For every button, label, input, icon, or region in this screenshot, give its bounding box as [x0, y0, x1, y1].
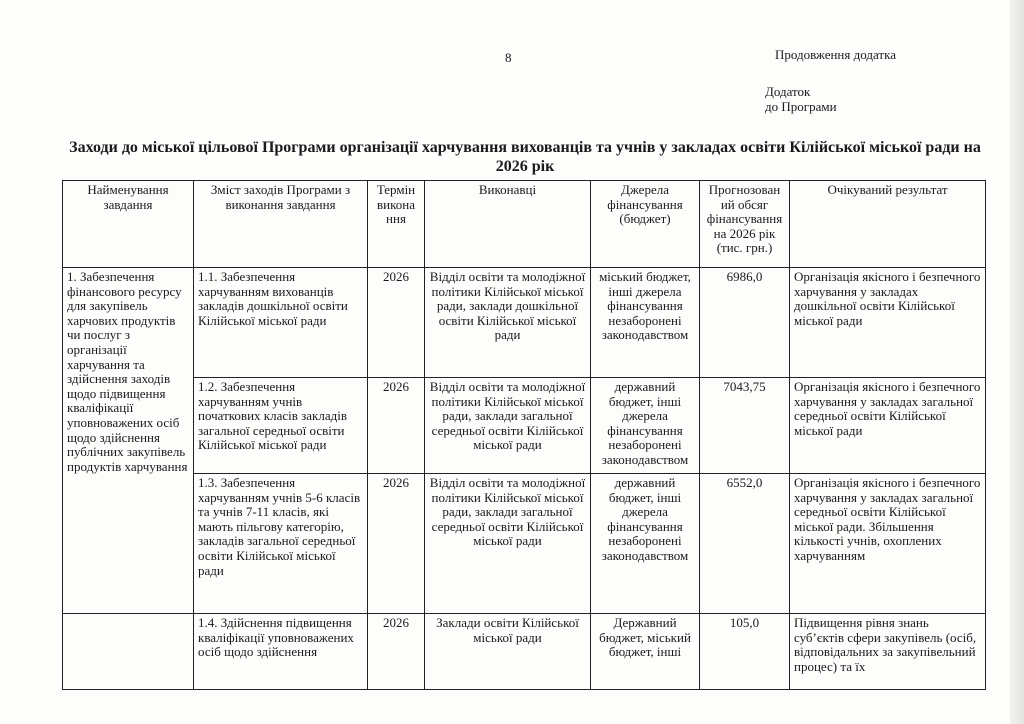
executors-cell: Відділ освіти та молодіжної політики Кіл…: [424, 473, 591, 614]
executors-cell: Заклади освіти Кілійської міської ради: [424, 613, 591, 690]
result-cell: Організація якісного і безпечного харчув…: [789, 377, 986, 474]
executors-cell: Відділ освіти та молодіжної політики Кіл…: [424, 377, 591, 474]
document-title: Заходи до міської цільової Програми орга…: [69, 139, 981, 175]
measure-cell: 1.1. Забезпечення харчуванням вихованців…: [193, 267, 368, 378]
amount-cell: 6986,0: [699, 267, 790, 378]
result-cell: Підвищення рівня знань суб’єктів сфери з…: [789, 613, 986, 690]
annex-line: до Програми: [765, 99, 837, 114]
measure-cell: 1.2. Забезпечення харчуванням учнів поча…: [193, 377, 368, 474]
amount-cell: 6552,0: [699, 473, 790, 614]
task-cell: 1. Забезпечення фінансового ресурсу для …: [62, 267, 194, 614]
header-cell: Джерела фінансування (бюджет): [590, 180, 700, 268]
annex-label: Додаток до Програми: [765, 84, 837, 114]
amount-cell: 105,0: [699, 613, 790, 690]
amount-cell: 7043,75: [699, 377, 790, 474]
table-row: 1. Забезпечення фінансового ресурсу для …: [62, 267, 986, 614]
task-cell-empty: [62, 613, 194, 690]
result-cell: Організація якісного і безпечного харчув…: [789, 473, 986, 614]
page-number: 8: [505, 50, 512, 65]
header-cell: Виконавці: [424, 180, 591, 268]
header-cell: Найменування завдання: [62, 180, 194, 268]
term-cell: 2026: [367, 613, 425, 690]
header-cell: Очікуваний результат: [789, 180, 986, 268]
sources-cell: державний бюджет, інші джерела фінансува…: [590, 377, 700, 474]
table-header-row: Найменування завдання Зміст заходів Прог…: [62, 180, 986, 268]
term-cell: 2026: [367, 377, 425, 474]
measures-table: Найменування завдання Зміст заходів Прог…: [62, 180, 986, 690]
header-cell: Термін викона ння: [367, 180, 425, 268]
table-row: 1.3. Забезпечення харчуванням учнів 5-6 …: [63, 473, 986, 614]
measure-cell: 1.4. Здійснення підвищення кваліфікації …: [193, 613, 368, 690]
continuation-note: Продовження додатка: [775, 47, 896, 62]
executors-cell: Відділ освіти та молодіжної політики Кіл…: [424, 267, 591, 378]
header-cell: Прогнозован ий обсяг фінансування на 202…: [699, 180, 790, 268]
result-cell: Організація якісного і безпечного харчув…: [789, 267, 986, 378]
term-cell: 2026: [367, 473, 425, 614]
scan-edge-shadow: [1010, 0, 1024, 724]
sources-cell: міський бюджет, інші джерела фінансуванн…: [590, 267, 700, 378]
measure-cell: 1.3. Забезпечення харчуванням учнів 5-6 …: [193, 473, 368, 614]
header-cell: Зміст заходів Програми з виконання завда…: [193, 180, 368, 268]
sources-cell: Державний бюджет, міський бюджет, інші: [590, 613, 700, 690]
sources-cell: державний бюджет, інші джерела фінансува…: [590, 473, 700, 614]
term-cell: 2026: [367, 267, 425, 378]
annex-line: Додаток: [765, 84, 811, 99]
table-row: 1.4. Здійснення підвищення кваліфікації …: [62, 613, 986, 690]
table-row: 1.2. Забезпечення харчуванням учнів поча…: [63, 377, 986, 474]
